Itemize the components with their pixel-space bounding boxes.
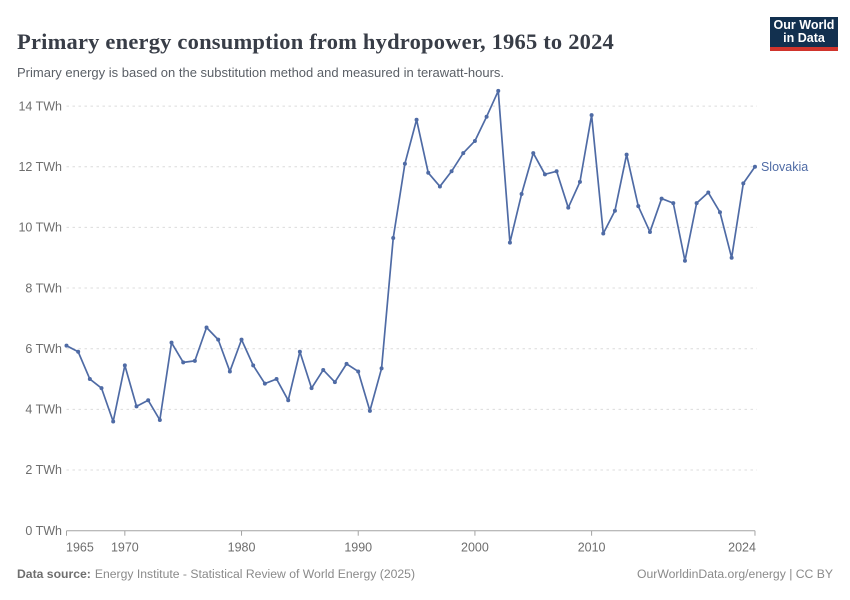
x-tick-label: 2024 [728, 541, 756, 555]
data-point-1995 [414, 117, 419, 122]
data-point-2012 [612, 208, 617, 213]
chart-subtitle: Primary energy is based on the substitut… [17, 65, 505, 80]
data-point-1996 [426, 170, 431, 175]
data-point-1982 [262, 381, 267, 386]
x-tick-label: 1965 [66, 541, 94, 555]
x-tick-label: 1970 [111, 541, 139, 555]
data-point-1983 [274, 377, 279, 382]
data-point-2004 [519, 192, 524, 197]
data-point-1992 [379, 366, 384, 371]
data-point-1998 [449, 169, 454, 174]
x-tick-label: 2010 [578, 541, 606, 555]
y-tick-label: 6 TWh [25, 342, 62, 356]
entity-label-slovakia[interactable]: Slovakia [761, 160, 808, 174]
y-tick-label: 4 TWh [25, 403, 62, 417]
chart-title: Primary energy consumption from hydropow… [17, 29, 615, 55]
data-point-1997 [437, 184, 442, 189]
data-point-1965 [64, 343, 69, 348]
data-point-1987 [321, 367, 326, 372]
data-point-1975 [181, 360, 186, 365]
x-tick-label: 1980 [228, 541, 256, 555]
x-tick-label: 2000 [461, 541, 489, 555]
data-point-2003 [507, 240, 512, 245]
data-point-1980 [239, 337, 244, 342]
data-point-1990 [356, 369, 361, 374]
credit-link[interactable]: OurWorldinData.org/energy | CC BY [637, 567, 833, 581]
data-point-2008 [566, 205, 571, 210]
data-point-2021 [717, 210, 722, 215]
data-point-2010 [589, 113, 594, 118]
data-point-1978 [216, 337, 221, 342]
data-point-1986 [309, 386, 314, 391]
data-point-2000 [472, 138, 477, 143]
data-point-1967 [87, 377, 92, 382]
y-tick-label: 8 TWh [25, 281, 62, 295]
y-tick-label: 12 TWh [18, 160, 62, 174]
data-point-2018 [682, 258, 687, 263]
data-point-1989 [344, 361, 349, 366]
data-point-1970 [122, 363, 127, 368]
data-point-2011 [601, 231, 606, 236]
data-point-1971 [134, 404, 139, 409]
data-point-2007 [554, 169, 559, 174]
chart-footer: Data source: Energy Institute - Statistic… [17, 567, 833, 581]
data-point-2014 [636, 204, 641, 209]
data-point-2016 [659, 196, 664, 201]
data-point-1966 [76, 349, 81, 354]
data-point-1968 [99, 386, 104, 391]
data-point-2023 [741, 181, 746, 186]
y-tick-label: 14 TWh [18, 99, 62, 113]
data-point-1988 [332, 380, 337, 385]
data-point-1994 [402, 161, 407, 166]
data-point-1981 [251, 363, 256, 368]
owid-logo[interactable]: Our World in Data [770, 17, 838, 51]
data-point-1977 [204, 325, 209, 330]
data-point-2024 [752, 164, 757, 169]
data-point-2015 [647, 229, 652, 234]
data-point-2005 [531, 151, 536, 156]
data-point-2019 [694, 201, 699, 206]
y-tick-label: 0 TWh [25, 524, 62, 538]
data-point-1984 [286, 398, 291, 403]
data-source-label: Data source: [17, 567, 91, 581]
data-point-2006 [542, 172, 547, 177]
data-source-note: Data source: Energy Institute - Statistic… [17, 567, 415, 581]
data-point-1993 [391, 236, 396, 241]
data-point-2013 [624, 152, 629, 157]
logo-line-1: Our World [773, 18, 835, 32]
data-point-2009 [577, 179, 582, 184]
data-point-2002 [496, 88, 501, 93]
y-tick-label: 10 TWh [18, 221, 62, 235]
data-point-2001 [484, 114, 489, 119]
x-tick-label: 1990 [344, 541, 372, 555]
data-point-1985 [297, 349, 302, 354]
series-line-slovakia[interactable] [65, 90, 756, 423]
data-point-1973 [157, 417, 162, 422]
data-point-1991 [367, 408, 372, 413]
data-point-2020 [706, 190, 711, 195]
data-point-1969 [111, 419, 116, 424]
data-point-2022 [729, 255, 734, 260]
data-point-1999 [461, 151, 466, 156]
data-point-1972 [146, 398, 151, 403]
data-source-text: Energy Institute - Statistical Review of… [94, 567, 415, 581]
data-point-1976 [192, 358, 197, 363]
y-tick-label: 2 TWh [25, 463, 62, 477]
data-point-1979 [227, 369, 232, 374]
data-point-1974 [169, 340, 174, 345]
data-point-2017 [671, 201, 676, 206]
logo-line-2: in Data [783, 31, 825, 45]
